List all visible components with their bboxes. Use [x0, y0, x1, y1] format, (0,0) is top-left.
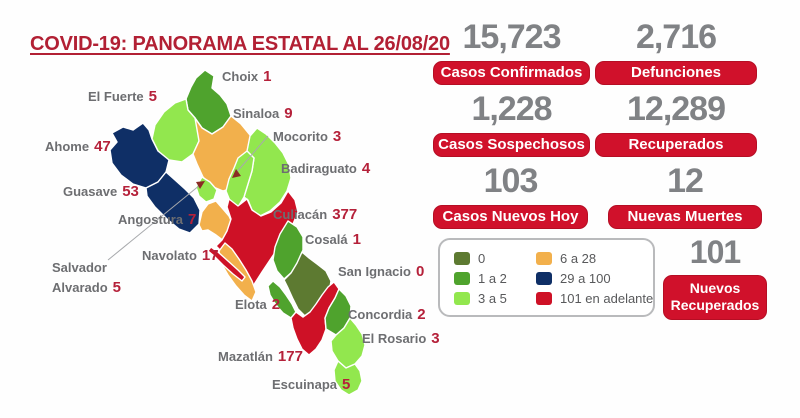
label-ahome: Ahome 47	[45, 138, 111, 155]
stat-value: 2,716	[635, 18, 717, 56]
legend-range-label: 1 a 2	[478, 270, 507, 286]
arrowhead-mocorito	[232, 169, 241, 178]
label-san-ignacio: San Ignacio 0	[338, 263, 424, 280]
label-sinaloa: Sinaloa 9	[233, 105, 293, 122]
legend-item-101-en-adelante: 101 en adelante	[536, 290, 653, 308]
map-legend: 0 1 a 2 3 a 5 6 a 28 29 a 100 101 en ade…	[438, 238, 655, 317]
label-choix: Choix 1	[222, 68, 271, 85]
stat-casos-nuevos-hoy: 103 Casos Nuevos Hoy	[433, 162, 588, 230]
stat-label-badge: Nuevas Muertes	[608, 204, 762, 230]
legend-range-label: 3 a 5	[478, 291, 507, 307]
legend-item-29a100: 29 a 100	[536, 269, 653, 287]
legend-range-label: 6 a 28	[560, 250, 597, 266]
leader-line-salvador-alvarado	[107, 184, 201, 261]
region-mocorito	[225, 150, 255, 208]
stat-label-badge: Defunciones	[595, 60, 757, 86]
region-culiacan	[215, 190, 299, 295]
legend-item-3a5: 3 a 5	[454, 290, 536, 308]
legend-item-6a28: 6 a 28	[536, 249, 653, 267]
region-escuinapa	[333, 360, 363, 396]
label-mazatlan: Mazatlán 177	[218, 348, 303, 365]
legend-swatch	[536, 292, 552, 306]
stat-label-badge: Nuevos Recuperados	[663, 274, 767, 320]
legend-swatch	[454, 271, 470, 285]
label-escuinapa: Escuinapa 5	[272, 376, 350, 393]
label-salvador-alvarado-line1: Salvador	[52, 260, 107, 275]
label-cosala: Cosalá 1	[305, 231, 361, 248]
stat-value: 15,723	[462, 18, 562, 56]
stat-label-badge: Casos Sospechosos	[433, 132, 590, 158]
label-navolato: Navolato 17	[142, 247, 219, 264]
stat-value: 12,289	[627, 90, 726, 128]
label-mocorito: Mocorito 3	[273, 128, 341, 145]
leader-line-mocorito	[234, 135, 269, 175]
stat-value: 103	[483, 162, 539, 200]
region-ahome	[109, 122, 170, 189]
label-concordia: Concordia 2	[348, 306, 426, 323]
legend-range-label: 0	[478, 250, 486, 266]
stat-value: 101	[689, 234, 741, 270]
legend-item-1a2: 1 a 2	[454, 269, 536, 287]
arrowhead-salvador-alvarado	[196, 181, 205, 189]
label-el-fuerte: El Fuerte 5	[88, 88, 157, 105]
legend-swatch	[454, 251, 470, 265]
stat-value: 1,228	[471, 90, 552, 128]
page-title: COVID-19: PANORAMA ESTATAL AL 26/08/20	[30, 33, 450, 55]
legend-item-0: 0	[454, 249, 536, 267]
stat-defunciones: 2,716 Defunciones	[595, 18, 757, 86]
label-angostura: Angostura 7	[118, 211, 196, 228]
stat-recuperados: 12,289 Recuperados	[595, 90, 757, 158]
label-guasave: Guasave 53	[63, 183, 139, 200]
sinaloa-choropleth-map: Choix 1 El Fuerte 5 Ahome 47 Sinaloa 9 Mocor…	[45, 68, 440, 396]
stat-nuevas-muertes: 12 Nuevas Muertes	[608, 162, 762, 230]
stat-casos-confirmados: 15,723 Casos Confirmados	[433, 18, 590, 86]
legend-range-label: 101 en adelante	[560, 291, 654, 307]
stat-casos-sospechosos: 1,228 Casos Sospechosos	[433, 90, 590, 158]
label-culiacan: Culiacán 377	[273, 206, 357, 223]
region-culiacan-coastal-strip	[207, 246, 246, 282]
stat-label-badge: Recuperados	[595, 132, 757, 158]
stat-nuevos-recuperados: 101 Nuevos Recuperados	[663, 234, 767, 320]
legend-swatch	[454, 292, 470, 306]
label-salvador-alvarado-line2: Alvarado 5	[52, 279, 121, 296]
region-el-rosario	[330, 317, 366, 369]
label-badiraguato: Badiraguato 4	[281, 160, 371, 177]
label-el-rosario: El Rosario 3	[362, 330, 440, 347]
legend-range-label: 29 a 100	[560, 270, 611, 286]
legend-swatch	[536, 271, 552, 285]
stat-value: 12	[667, 162, 704, 200]
region-guasave	[145, 171, 201, 234]
label-elota: Elota 2	[235, 296, 280, 313]
legend-swatch	[536, 251, 552, 265]
stat-label-badge: Casos Nuevos Hoy	[433, 204, 588, 230]
stat-label-badge: Casos Confirmados	[433, 60, 590, 86]
